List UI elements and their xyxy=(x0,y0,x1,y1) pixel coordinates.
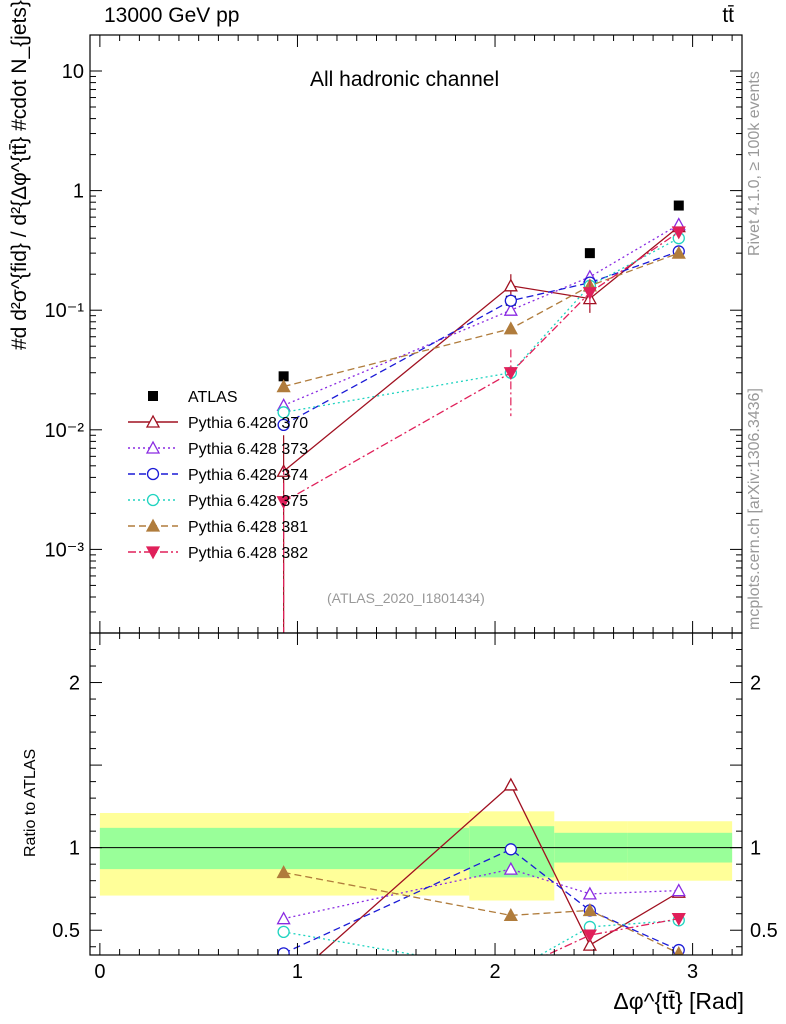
legend-marker-Pythia 6.428 382 xyxy=(145,546,161,560)
legend-label-Pythia 6.428 375: Pythia 6.428 375 xyxy=(188,493,308,510)
legend-label-ATLAS: ATLAS xyxy=(188,389,238,406)
ratio-point-Pythia 6.428 373 xyxy=(671,883,686,897)
x-tick-label: 1 xyxy=(292,961,303,983)
ratio-point-Pythia 6.428 381 xyxy=(582,903,597,917)
legend-marker-Pythia 6.428 375 xyxy=(146,493,160,507)
ratio-point-Pythia 6.428 382 xyxy=(582,929,597,943)
legend-marker-Pythia 6.428 381 xyxy=(145,518,161,532)
ratio-series xyxy=(276,777,686,1004)
data-point-Pythia 6.428 373 xyxy=(503,302,518,316)
x-tick-label: 0 xyxy=(94,961,105,983)
ratio-point-Pythia 6.428 375 xyxy=(277,925,290,939)
legend-label-Pythia 6.428 370: Pythia 6.428 370 xyxy=(188,415,308,432)
data-point-Pythia 6.428 382 xyxy=(276,496,291,510)
data-point-ATLAS xyxy=(584,248,595,259)
legend-marker-Pythia 6.428 374 xyxy=(146,467,160,481)
legend-label-Pythia 6.428 374: Pythia 6.428 374 xyxy=(188,467,308,484)
rivet-version-note: Rivet 4.1.0, ≥ 100k events xyxy=(746,71,763,256)
series-line-Pythia 6.428 375 xyxy=(283,237,680,413)
ratio-point-Pythia 6.428 374 xyxy=(277,947,290,955)
ratio-y-tick-label: 2 xyxy=(69,673,80,695)
legend-label-Pythia 6.428 381: Pythia 6.428 381 xyxy=(188,519,308,536)
ratio-point-Pythia 6.428 382 xyxy=(505,967,517,978)
ratio-point-Pythia 6.428 373 xyxy=(276,911,291,925)
data-point-ATLAS xyxy=(278,371,289,382)
ratio-line-Pythia 6.428 375 xyxy=(283,919,679,955)
main-y-tick-label: 10⁻² xyxy=(45,420,85,442)
ratio-point-Pythia 6.428 373 xyxy=(582,886,597,900)
x-axis-label: Δφ^{tt̄} [Rad] xyxy=(613,988,744,1014)
main-y-axis-label: #d d²σ^{fid} / d²{Δφ^{tt̄} #cdot N_{jets… xyxy=(8,0,31,350)
ratio-point-Pythia 6.428 370 xyxy=(503,777,518,791)
ratio-point-Pythia 6.428 381 xyxy=(276,865,291,879)
ratio-line-Pythia 6.428 374 xyxy=(283,848,680,954)
ratio-point-Pythia 6.428 370 xyxy=(582,937,597,951)
main-series xyxy=(276,200,686,633)
ratio-point-Pythia 6.428 375 xyxy=(505,966,516,977)
ratio-bands xyxy=(99,811,733,901)
data-point-ATLAS xyxy=(673,200,684,211)
series-line-Pythia 6.428 381 xyxy=(283,252,679,388)
mcplots-credit: mcplots.cern.ch [arXiv:1306.3436] xyxy=(746,388,763,630)
ratio-y-tick-label: 1 xyxy=(69,838,80,860)
data-point-Pythia 6.428 382 xyxy=(671,226,686,240)
data-point-Pythia 6.428 382 xyxy=(503,367,518,381)
main-frame xyxy=(89,34,743,634)
data-point-Pythia 6.428 370 xyxy=(503,278,518,292)
ratio-point-Pythia 6.428 381 xyxy=(673,945,684,955)
ratio-point-Pythia 6.428 370 xyxy=(278,980,290,991)
analysis-id-watermark: (ATLAS_2020_I1801434) xyxy=(327,590,485,606)
ratio-point-Pythia 6.428 382 xyxy=(671,913,686,927)
ratio-point-Pythia 6.428 381 xyxy=(503,908,518,922)
main-y-tick-label: 1 xyxy=(73,181,84,203)
main-y-tick-label: 10 xyxy=(62,61,84,83)
ratio-band-inner-0 xyxy=(99,827,470,870)
x-tick-label: 2 xyxy=(489,961,500,983)
series-line-Pythia 6.428 370 xyxy=(283,226,680,472)
series-line-Pythia 6.428 374 xyxy=(283,250,679,426)
data-point-Pythia 6.428 381 xyxy=(671,245,686,259)
main-y-tick-label: 10⁻¹ xyxy=(45,300,85,322)
ratio-y-tick-label-right: 2 xyxy=(750,673,761,695)
ratio-point-Pythia 6.428 382 xyxy=(278,993,290,1004)
data-point-Pythia 6.428 374 xyxy=(277,418,290,432)
data-point-Pythia 6.428 382 xyxy=(582,287,597,301)
ratio-y-tick-label-right: 1 xyxy=(750,838,761,860)
ratio-y-tick-label: 0.5 xyxy=(52,920,80,942)
channel-annotation: All hadronic channel xyxy=(310,68,500,91)
ratio-y-tick-label-right: 0.5 xyxy=(750,920,778,942)
series-line-Pythia 6.428 382 xyxy=(283,231,680,503)
ratio-point-Pythia 6.428 374 xyxy=(504,843,517,856)
data-point-Pythia 6.428 374 xyxy=(504,294,517,307)
main-y-tick-label: 10⁻³ xyxy=(45,539,85,561)
data-point-Pythia 6.428 375 xyxy=(277,406,290,419)
legend: ATLAS Pythia 6.428 370 Pythia 6.428 373 Pyt… xyxy=(128,389,308,562)
legend-marker-Pythia 6.428 370 xyxy=(145,414,161,428)
legend-label-Pythia 6.428 382: Pythia 6.428 382 xyxy=(188,545,308,562)
ratio-line-Pythia 6.428 370 xyxy=(318,783,680,955)
legend-marker-ATLAS xyxy=(148,391,158,401)
energy-label: 13000 GeV pp xyxy=(104,4,240,27)
data-point-Pythia 6.428 381 xyxy=(503,321,518,335)
ratio-frame xyxy=(89,632,743,956)
ratio-line-Pythia 6.428 381 xyxy=(283,871,680,954)
ratio-point-Pythia 6.428 373 xyxy=(503,861,518,875)
data-point-Pythia 6.428 381 xyxy=(276,379,291,393)
ratio-y-axis-label: Ratio to ATLAS xyxy=(22,748,39,857)
legend-label-Pythia 6.428 373: Pythia 6.428 373 xyxy=(188,441,308,458)
legend-marker-Pythia 6.428 373 xyxy=(145,440,161,454)
ratio-line-Pythia 6.428 382 xyxy=(545,918,679,955)
x-tick-label: 3 xyxy=(687,961,698,983)
process-label: tt̄ xyxy=(722,4,734,27)
